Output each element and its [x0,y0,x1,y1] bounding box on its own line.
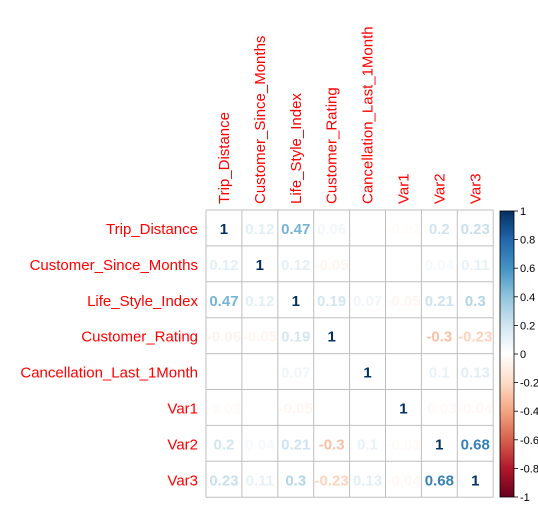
cell-value-0-2: 0.47 [281,221,310,238]
row-label-2: Life_Style_Index [87,293,198,310]
column-label-1: Customer_Since_Months [252,36,269,204]
cell-value-7-1: 0.11 [246,472,274,489]
colorbar-tick-label-6: 0.2 [520,320,535,332]
cell-value-7-3: -0.23 [315,472,349,489]
column-label-7: Var3 [467,173,484,204]
cell-value-2-7: 0.3 [465,293,486,310]
cell-value-0-3: 0.06 [317,221,346,238]
cell-value-5-6: -0.03 [422,400,456,417]
grid-layer [205,209,494,498]
cell-value-4-7: 0.13 [461,365,490,382]
cell-value-3-3: 1 [327,329,335,346]
cell-value-2-1: 0.12 [245,293,274,310]
cell-value-1-2: 0.12 [281,257,310,274]
row-label-6: Var2 [167,436,198,453]
column-label-layer: Trip_Distance Customer_Since_Months Life_S… [216,26,484,204]
cell-value-2-6: 0.21 [425,293,454,310]
cell-value-7-7: 1 [471,472,479,489]
cell-value-3-1: -0.05 [243,329,277,346]
cell-value-5-0: -0.02 [207,400,241,417]
cell-value-3-2: 0.19 [281,329,310,346]
colorbar-tick-label-2: -0.6 [520,435,538,447]
cell-value-6-5: -0.03 [386,436,420,453]
colorbar-tick-label-8: 0.6 [520,263,535,275]
value-label-layer: 1 0.12 0.47 0.06 -0.02 0.2 0.230.12 1 0.12 -0.05 0… [207,221,493,489]
colorbar: -1 -0.8 -0.6 -0.4 -0.2 0 0.2 0.4 0.6 0.8 1 [499,206,538,504]
cell-value-0-6: 0.2 [429,221,450,238]
row-label-5: Var1 [167,400,198,417]
cell-value-0-7: 0.23 [461,221,490,238]
colorbar-tick-label-3: -0.4 [520,406,538,418]
cell-value-4-6: 0.1 [429,365,450,382]
cell-value-6-2: 0.21 [281,436,310,453]
row-label-1: Customer_Since_Months [30,257,198,274]
cell-value-3-6: -0.3 [426,329,452,346]
cell-value-2-5: -0.05 [386,293,420,310]
cell-value-1-3: -0.05 [315,257,349,274]
row-label-0: Trip_Distance [106,221,198,238]
column-label-6: Var2 [431,173,448,204]
cell-value-6-7: 0.68 [461,436,490,453]
column-label-4: Cancellation_Last_1Month [360,26,377,204]
cell-value-1-0: 0.12 [209,257,238,274]
cell-value-7-2: 0.3 [285,472,306,489]
cell-value-5-7: -0.04 [458,400,493,417]
cell-value-6-3: -0.3 [319,436,345,453]
colorbar-tick-label-9: 0.8 [520,235,535,247]
cell-value-3-7: -0.23 [458,329,492,346]
row-label-layer: Trip_Distance Customer_Since_Months Life_S… [20,221,198,489]
cell-value-2-3: 0.19 [317,293,346,310]
column-label-3: Customer_Rating [324,87,341,204]
column-label-5: Var1 [395,173,412,204]
colorbar-tick-label-4: -0.2 [520,378,538,390]
cell-value-5-5: 1 [399,400,407,417]
cell-value-1-6: 0.04 [425,257,455,274]
cell-value-2-4: 0.07 [353,293,382,310]
cell-value-0-5: -0.02 [386,221,420,238]
cell-value-4-2: 0.07 [281,365,310,382]
cell-value-2-0: 0.47 [209,293,238,310]
colorbar-gradient [499,210,515,498]
cell-value-0-1: 0.12 [245,221,274,238]
colorbar-tick-label-5: 0 [520,349,526,361]
column-label-2: Life_Style_Index [288,93,305,204]
cell-value-2-2: 1 [292,293,300,310]
cell-value-6-1: 0.04 [245,436,275,453]
cell-value-7-4: 0.13 [353,472,382,489]
cell-value-7-6: 0.68 [425,472,454,489]
row-label-4: Cancellation_Last_1Month [20,365,198,382]
cell-value-7-5: -0.04 [386,472,421,489]
colorbar-tick-label-1: -0.8 [520,463,538,475]
cell-value-6-4: 0.1 [357,436,378,453]
column-label-0: Trip_Distance [216,112,233,204]
cell-value-4-4: 1 [363,365,371,382]
cell-value-1-7: 0.11 [461,257,489,274]
cell-value-5-2: -0.05 [279,400,313,417]
cell-value-3-0: -0.06 [207,329,241,346]
cell-value-6-0: 0.2 [214,436,235,453]
row-label-7: Var3 [167,472,198,489]
colorbar-tick-label-7: 0.4 [520,292,535,304]
cell-value-0-0: 1 [220,221,228,238]
row-label-3: Customer_Rating [81,329,198,346]
cell-value-6-6: 1 [435,436,443,453]
colorbar-tick-label-10: 1 [520,206,526,218]
cell-value-7-0: 0.23 [209,472,238,489]
colorbar-tick-label-0: -1 [520,492,530,504]
cell-value-1-1: 1 [256,257,264,274]
